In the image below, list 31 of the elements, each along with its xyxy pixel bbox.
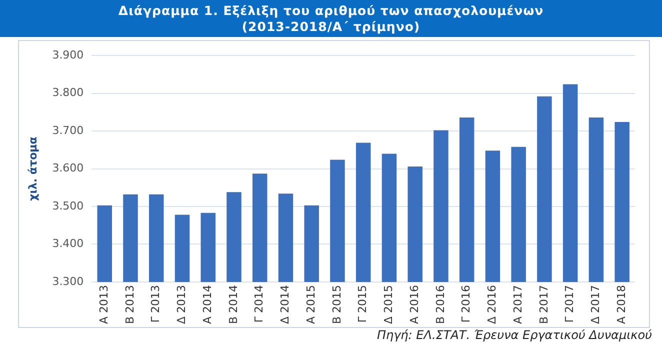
x-tick-label: Β 2015 xyxy=(330,284,344,324)
y-tick-label: 3.900 xyxy=(52,48,84,62)
x-tick-label: Δ 2016 xyxy=(486,284,499,324)
chart-title: Διάγραμμα 1. Εξέλιξη του αριθμού των απασχολουμένων (2013-2018/Α΄ τρίμηνο) xyxy=(0,0,662,37)
x-tick-label: Γ 2013 xyxy=(149,284,162,323)
y-axis-title: χιλ. άτομα xyxy=(26,136,40,201)
x-tick-label: Γ 2014 xyxy=(252,284,266,323)
y-tick-label: 3.700 xyxy=(52,124,84,137)
x-tick-label: Γ 2016 xyxy=(460,284,473,323)
x-tick-label: Α 2016 xyxy=(408,284,421,324)
text: Πηγή: ΕΛ.ΣΤΑΤ. Έρευνα Εργατικού Δυναμικού xyxy=(376,328,652,342)
x-tick-label: Δ 2014 xyxy=(278,284,292,324)
x-tick-label: Α 2013 xyxy=(97,284,110,324)
y-tick-label: 3.800 xyxy=(52,86,84,100)
x-tick-label: Β 2014 xyxy=(226,284,240,324)
x-tick-label: Α 2018 xyxy=(614,284,628,324)
y-tick-label: 3.300 xyxy=(52,274,84,288)
x-tick-label: Α 2014 xyxy=(200,284,214,324)
x-tick-label: Β 2016 xyxy=(434,284,447,324)
x-tick-label: Δ 2015 xyxy=(382,284,396,324)
x-tick-label: Δ 2013 xyxy=(175,284,188,324)
x-tick-label: Β 2017 xyxy=(537,284,550,324)
y-tick-label: 3.600 xyxy=(52,162,84,175)
x-tick-label: Α 2015 xyxy=(304,284,318,324)
y-tick-label: 3.500 xyxy=(52,199,84,212)
x-tick-label: Γ 2017 xyxy=(563,284,576,323)
x-tick-label: Δ 2017 xyxy=(589,284,602,324)
y-tick-label: 3.400 xyxy=(52,237,84,250)
x-tick-label: Γ 2015 xyxy=(356,284,370,323)
x-tick-label: Α 2017 xyxy=(511,284,524,324)
x-tick-label: Β 2013 xyxy=(123,284,136,324)
